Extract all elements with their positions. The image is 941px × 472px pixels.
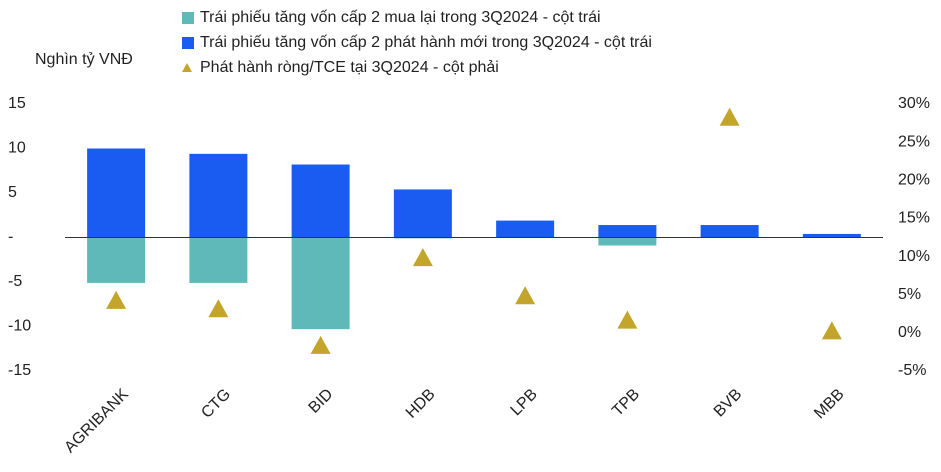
bar bbox=[291, 164, 350, 238]
y-tick-label: 15 bbox=[8, 95, 26, 112]
x-tick-label: TPB bbox=[609, 386, 643, 420]
legend-swatch bbox=[182, 12, 194, 24]
x-tick-label: BID bbox=[306, 386, 337, 417]
x-tick-label: AGRIBANK bbox=[61, 386, 132, 457]
y2-tick-label: 0% bbox=[898, 324, 921, 341]
bar bbox=[291, 237, 350, 330]
marker bbox=[821, 321, 842, 340]
legend-swatch bbox=[182, 37, 194, 49]
y2-tick-label: 5% bbox=[898, 286, 921, 303]
marker bbox=[106, 290, 127, 309]
y2-tick-label: 10% bbox=[898, 248, 930, 265]
marker bbox=[412, 248, 433, 267]
x-tick-label: LPB bbox=[508, 386, 541, 419]
y-tick-label: 5 bbox=[8, 184, 17, 201]
y-tick-label: -10 bbox=[8, 318, 31, 335]
x-tick-label: MBB bbox=[811, 386, 848, 423]
legend-marker bbox=[182, 63, 192, 72]
marker bbox=[515, 286, 536, 305]
y-tick-label: -5 bbox=[8, 273, 22, 290]
y2-tick-label: 30% bbox=[898, 95, 930, 112]
y-axis-title: Nghìn tỷ VNĐ bbox=[35, 51, 133, 68]
x-tick-label: HDB bbox=[403, 386, 439, 422]
bar bbox=[802, 233, 861, 238]
marker bbox=[310, 335, 331, 354]
y2-tick-label: -5% bbox=[898, 362, 926, 379]
bar bbox=[598, 237, 657, 246]
bar bbox=[393, 189, 452, 238]
x-tick-label: BVB bbox=[711, 386, 746, 421]
bar bbox=[598, 225, 657, 238]
y2-tick-label: 15% bbox=[898, 210, 930, 227]
bar bbox=[189, 237, 248, 283]
y-tick-label: -15 bbox=[8, 362, 31, 379]
y2-tick-label: 25% bbox=[898, 133, 930, 150]
x-tick-label: CTG bbox=[198, 386, 234, 422]
legend-label: Phát hành ròng/TCE tại 3Q2024 - cột phải bbox=[200, 59, 499, 76]
bar bbox=[87, 237, 146, 283]
legend-label: Trái phiếu tăng vốn cấp 2 phát hành mới … bbox=[200, 34, 652, 51]
bar bbox=[189, 153, 248, 238]
bar bbox=[496, 220, 555, 238]
y2-tick-label: 20% bbox=[898, 172, 930, 189]
y-tick-label: - bbox=[8, 229, 13, 246]
bar bbox=[87, 148, 146, 238]
bar bbox=[700, 225, 759, 238]
y-tick-label: 10 bbox=[8, 140, 26, 157]
marker bbox=[208, 299, 229, 318]
marker bbox=[719, 107, 740, 126]
legend-label: Trái phiếu tăng vốn cấp 2 mua lại trong … bbox=[200, 9, 601, 26]
marker bbox=[617, 310, 638, 329]
